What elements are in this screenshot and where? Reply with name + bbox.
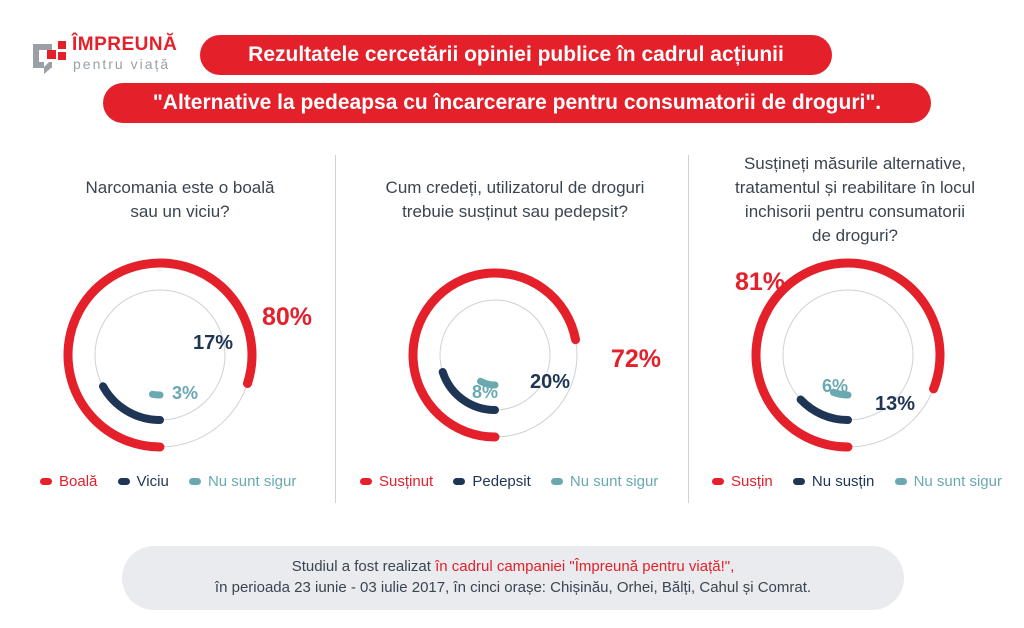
legend-item-sustinut: Susținut <box>360 473 433 490</box>
chart-1-arc-1 <box>63 258 257 452</box>
chart-3-arc-2 <box>796 395 852 424</box>
chart-2-arc-1 <box>408 268 581 442</box>
question-1-line-1: Narcomania este o boală <box>85 178 275 197</box>
chart-1-value-label-1: 80% <box>262 303 312 331</box>
question-3: Susțineți măsurile alternative, tratamen… <box>700 152 1010 248</box>
question-2-line-2: trebuie susținut sau pedepsit? <box>402 202 628 221</box>
legend-item-pedepsit: Pedepsit <box>453 473 531 490</box>
chart-1-arc-3 <box>149 390 164 399</box>
legend-swatch <box>117 477 130 485</box>
chart-2-arc-2 <box>438 368 499 414</box>
legend-item-nu-sunt-sigur: Nu sunt sigur <box>550 473 659 490</box>
legend-item-nu-sunt-sigur: Nu sunt sigur <box>894 473 1002 490</box>
legend-swatch <box>894 477 907 485</box>
legend-label: Nu sunt sigur <box>207 473 297 490</box>
legend-swatch <box>792 477 805 485</box>
question-2-line-1: Cum credeți, utilizatorul de droguri <box>385 178 645 197</box>
chart-2-value-label-2: 20% <box>530 371 570 393</box>
legend-label: Susținut <box>379 473 434 490</box>
chart-1-value-label-3: 3% <box>172 383 198 403</box>
legend-3: Susțin Nu susțin Nu sunt sigur <box>712 473 1002 490</box>
logo: ÎMPREUNĂ pentru viață <box>30 34 180 78</box>
chart-3-value-label-1: 81% <box>735 268 785 296</box>
column-divider-1 <box>335 155 336 503</box>
legend-label: Viciu <box>136 473 169 490</box>
legend-label: Boală <box>59 473 98 490</box>
title-line-1: Rezultatele cercetării opiniei publice î… <box>200 35 832 75</box>
title-line-2: "Alternative la pedeapsa cu încarcerare … <box>103 83 931 123</box>
question-1-line-2: sau un viciu? <box>130 202 230 221</box>
chart-1-value-label-2: 17% <box>193 332 233 354</box>
footer-note: Studiul a fost realizat în cadrul campan… <box>122 546 904 610</box>
question-3-line-1: Susțineți măsurile alternative, <box>743 154 967 173</box>
footer-line-1: Studiul a fost realizat în cadrul campan… <box>122 556 904 577</box>
legend-swatch <box>453 477 466 485</box>
legend-label: Nu susțin <box>811 473 875 490</box>
chart-3-value-label-2: 13% <box>875 393 915 415</box>
footer-campaign-highlight: în cadrul campaniei "Împreună pentru via… <box>435 558 735 575</box>
chart-2-arc-3 <box>477 377 499 389</box>
legend-swatch <box>40 477 52 485</box>
footer-line-2: în perioada 23 iunie - 03 iulie 2017, în… <box>214 579 812 596</box>
legend-label: Susțin <box>731 473 773 490</box>
chart-3-arc-3 <box>829 388 852 399</box>
logo-sub-text: pentru viață <box>73 56 171 72</box>
question-3-line-4: de droguri? <box>811 226 898 245</box>
chart-2-value-label-3: 8% <box>472 382 498 402</box>
legend-item-sustin: Susțin <box>712 473 773 490</box>
chart-1-arc-2 <box>99 382 164 424</box>
chart-3-value-label-3: 6% <box>822 376 848 396</box>
legend-2: Susținut Pedepsit Nu sunt sigur <box>360 473 674 490</box>
legend-swatch <box>360 477 372 485</box>
question-2: Cum credeți, utilizatorul de droguri tre… <box>345 176 685 224</box>
logo-main-text: ÎMPREUNĂ <box>72 34 178 55</box>
legend-label: Nu sunt sigur <box>569 473 659 490</box>
column-divider-2 <box>688 155 689 503</box>
legend-swatch <box>712 477 724 485</box>
question-1: Narcomania este o boală sau un viciu? <box>30 176 330 224</box>
logo-mark-icon <box>33 41 66 74</box>
legend-item-viciu: Viciu <box>117 473 169 490</box>
question-3-line-2: tratamentul și reabilitare în locul <box>734 178 975 197</box>
question-3-line-3: inchisorii pentru consumatorii <box>744 202 966 221</box>
legend-item-boala: Boală <box>40 473 97 490</box>
legend-label: Nu sunt sigur <box>913 473 1002 490</box>
legend-label: Pedepsit <box>472 473 531 490</box>
legend-item-nu-sustin: Nu susțin <box>792 473 875 490</box>
chart-3-arc-1 <box>751 258 945 452</box>
legend-1: Boală Viciu Nu sunt sigur <box>40 473 312 490</box>
legend-item-nu-sunt-sigur: Nu sunt sigur <box>188 473 297 490</box>
legend-swatch <box>188 477 201 485</box>
chart-2-value-label-1: 72% <box>611 345 661 373</box>
footer-line-1-prefix: Studiul a fost realizat <box>291 558 436 575</box>
legend-swatch <box>550 477 563 485</box>
